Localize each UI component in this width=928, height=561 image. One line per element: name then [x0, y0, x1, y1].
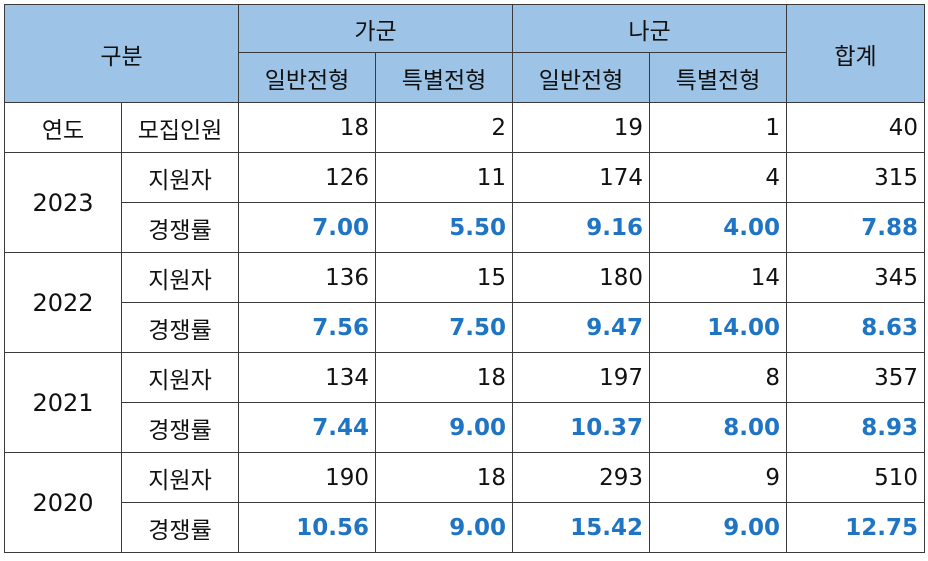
applicants-ga-general: 190	[238, 452, 377, 503]
applicants-ga-special: 18	[375, 452, 514, 503]
applicants-label: 지원자	[120, 252, 240, 303]
total-header: 합계	[786, 4, 926, 103]
rate-ga-special: 9.00	[375, 502, 514, 553]
year-cell: 2021	[4, 352, 122, 453]
rate-ga-special: 5.50	[375, 202, 514, 253]
ga-special-header: 특별전형	[375, 52, 514, 103]
applicants-total: 357	[786, 352, 926, 403]
group-na-header: 나군	[512, 4, 788, 53]
competition-rate-table: 구분 가군 나군 합계 일반전형 특별전형 일반전형 특별전형 연도 모집인원 …	[3, 4, 926, 553]
rate-na-general: 15.42	[512, 502, 651, 553]
rate-ga-general: 7.56	[238, 302, 377, 353]
applicants-total: 510	[786, 452, 926, 503]
rate-na-special: 4.00	[649, 202, 788, 253]
header-row-groups: 구분 가군 나군 합계	[3, 4, 926, 103]
quota-label: 모집인원	[120, 102, 240, 153]
rate-total: 12.75	[786, 502, 926, 553]
applicants-ga-special: 15	[375, 252, 514, 303]
applicants-row: 2022 지원자 136 15 180 14 345	[4, 252, 926, 353]
applicants-ga-special: 18	[375, 352, 514, 403]
applicants-label: 지원자	[120, 352, 240, 403]
rate-row: 경쟁률 7.56 7.50 9.47 14.00 8.63	[5, 302, 926, 353]
rate-na-special: 9.00	[649, 502, 788, 553]
rate-ga-general: 7.44	[238, 402, 377, 453]
year-label: 연도	[4, 102, 122, 153]
quota-na-general: 19	[512, 102, 651, 153]
applicants-ga-general: 134	[238, 352, 377, 403]
applicants-na-general: 180	[512, 252, 651, 303]
na-general-header: 일반전형	[512, 52, 651, 103]
category-header: 구분	[3, 4, 240, 103]
rate-na-general: 9.47	[512, 302, 651, 353]
rate-label: 경쟁률	[120, 302, 240, 353]
rate-label: 경쟁률	[120, 402, 240, 453]
rate-label: 경쟁률	[120, 502, 240, 553]
applicants-label: 지원자	[120, 452, 240, 503]
year-cell: 2020	[4, 452, 122, 553]
rate-na-general: 9.16	[512, 202, 651, 253]
ga-general-header: 일반전형	[238, 52, 377, 103]
applicants-ga-special: 11	[375, 152, 514, 203]
na-special-header: 특별전형	[649, 52, 788, 103]
applicants-label: 지원자	[120, 152, 240, 203]
quota-na-special: 1	[649, 102, 788, 153]
applicants-na-special: 9	[649, 452, 788, 503]
quota-row: 연도 모집인원 18 2 19 1 40	[4, 102, 926, 153]
rate-na-general: 10.37	[512, 402, 651, 453]
rate-row: 경쟁률 7.44 9.00 10.37 8.00 8.93	[5, 402, 926, 453]
year-cell: 2022	[4, 252, 122, 353]
applicants-na-general: 174	[512, 152, 651, 203]
rate-label: 경쟁률	[120, 202, 240, 253]
quota-ga-general: 18	[238, 102, 377, 153]
rate-ga-special: 9.00	[375, 402, 514, 453]
applicants-ga-general: 136	[238, 252, 377, 303]
quota-total: 40	[786, 102, 926, 153]
applicants-na-special: 4	[649, 152, 788, 203]
rate-na-special: 14.00	[649, 302, 788, 353]
applicants-ga-general: 126	[238, 152, 377, 203]
rate-ga-special: 7.50	[375, 302, 514, 353]
quota-ga-special: 2	[375, 102, 514, 153]
rate-total: 8.63	[786, 302, 926, 353]
group-ga-header: 가군	[238, 4, 514, 53]
applicants-total: 345	[786, 252, 926, 303]
applicants-na-general: 197	[512, 352, 651, 403]
rate-ga-general: 7.00	[238, 202, 377, 253]
applicants-row: 2021 지원자 134 18 197 8 357	[4, 352, 926, 453]
rate-row: 경쟁률 10.56 9.00 15.42 9.00 12.75	[5, 502, 926, 553]
applicants-row: 2023 지원자 126 11 174 4 315	[4, 152, 926, 253]
rate-row: 경쟁률 7.00 5.50 9.16 4.00 7.88	[5, 202, 926, 253]
rate-total: 8.93	[786, 402, 926, 453]
applicants-na-special: 8	[649, 352, 788, 403]
applicants-row: 2020 지원자 190 18 293 9 510	[4, 452, 926, 553]
rate-total: 7.88	[786, 202, 926, 253]
year-cell: 2023	[4, 152, 122, 253]
applicants-total: 315	[786, 152, 926, 203]
header-row-subtypes: 일반전형 특별전형 일반전형 특별전형	[5, 52, 925, 103]
rate-ga-general: 10.56	[238, 502, 377, 553]
applicants-na-special: 14	[649, 252, 788, 303]
applicants-na-general: 293	[512, 452, 651, 503]
rate-na-special: 8.00	[649, 402, 788, 453]
